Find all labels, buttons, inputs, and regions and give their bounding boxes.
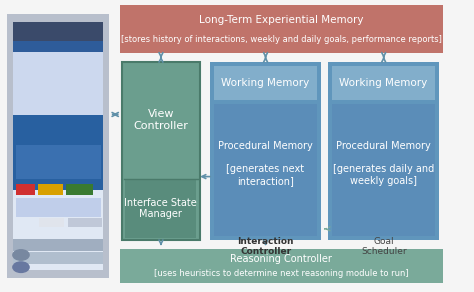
Bar [13, 41, 103, 60]
Bar [16, 184, 35, 195]
Bar [121, 62, 201, 240]
Bar [120, 5, 443, 53]
Text: Goal
Scheduler: Goal Scheduler [361, 237, 407, 256]
Bar [66, 184, 93, 195]
Bar [332, 104, 435, 236]
Text: Interaction
Controller: Interaction Controller [237, 237, 294, 256]
Text: View
Controller: View Controller [133, 109, 188, 131]
Bar [328, 62, 439, 240]
Text: Procedural Memory

[generates daily and
weekly goals]: Procedural Memory [generates daily and w… [333, 141, 434, 186]
Circle shape [13, 250, 29, 260]
Bar [13, 52, 103, 156]
Bar [13, 22, 103, 270]
Text: Procedural Memory

[generates next
interaction]: Procedural Memory [generates next intera… [218, 141, 313, 186]
Text: [uses heuristics to determine next reasoning module to run]: [uses heuristics to determine next reaso… [154, 269, 409, 278]
Bar [214, 104, 317, 236]
Bar [13, 252, 103, 264]
Text: Interface State
Manager: Interface State Manager [124, 198, 197, 219]
Text: Working Memory: Working Memory [339, 78, 428, 88]
Text: Working Memory: Working Memory [221, 78, 310, 88]
Bar [210, 62, 321, 240]
Bar [214, 66, 317, 100]
Bar [125, 179, 196, 238]
Text: Reasoning Controller: Reasoning Controller [230, 253, 332, 263]
Text: [stores history of interactions, weekly and daily goals, performance reports]: [stores history of interactions, weekly … [121, 35, 442, 44]
Bar [39, 218, 64, 227]
Text: Long-Term Experiential Memory: Long-Term Experiential Memory [199, 15, 364, 25]
Bar [8, 14, 109, 278]
Bar [68, 218, 102, 227]
Bar [38, 184, 63, 195]
Bar [13, 22, 103, 41]
Bar [332, 66, 435, 100]
Bar [16, 145, 101, 179]
Circle shape [13, 262, 29, 272]
Bar [125, 66, 196, 174]
Bar [120, 249, 443, 283]
Bar [16, 198, 101, 217]
Bar [13, 239, 103, 251]
Bar [13, 115, 103, 190]
